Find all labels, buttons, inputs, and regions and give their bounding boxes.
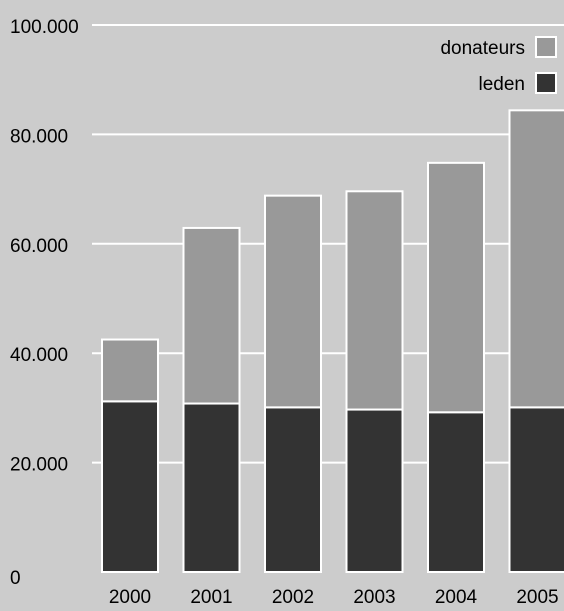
x-tick-label: 2003 xyxy=(353,587,395,606)
legend: donateurs leden xyxy=(440,37,556,95)
bar-leden-2000 xyxy=(102,401,158,572)
y-tick-label: 60.000 xyxy=(10,236,68,257)
x-tick-label: 2004 xyxy=(435,587,478,606)
y-tick-label: 0 xyxy=(10,568,21,589)
bar-donateurs-2004 xyxy=(428,163,484,412)
legend-label: donateurs xyxy=(440,38,525,59)
bar-leden-2003 xyxy=(347,410,403,572)
legend-swatch xyxy=(536,37,556,57)
x-axis-tick-labels: 2000 2001 2002 2003 2004 2005 xyxy=(109,587,559,606)
y-axis-tick-labels: 0 20.000 40.000 60.000 80.000 100.000 xyxy=(10,17,79,589)
bar-donateurs-2000 xyxy=(102,340,158,402)
bar-leden-2002 xyxy=(265,407,321,572)
legend-swatch xyxy=(536,73,556,93)
bar-leden-2005 xyxy=(510,407,564,572)
y-tick-label: 40.000 xyxy=(10,345,68,366)
bar-donateurs-2001 xyxy=(184,228,240,404)
legend-label: leden xyxy=(479,74,526,95)
y-tick-label: 80.000 xyxy=(10,126,68,147)
x-tick-label: 2001 xyxy=(190,587,232,606)
bar-donateurs-2003 xyxy=(347,191,403,409)
bar-donateurs-2005 xyxy=(510,110,564,407)
x-tick-label: 2000 xyxy=(109,587,151,606)
x-tick-label: 2005 xyxy=(516,587,558,606)
bar-leden-2004 xyxy=(428,412,484,572)
bar-donateurs-2002 xyxy=(265,196,321,408)
bar-leden-2001 xyxy=(184,404,240,572)
y-tick-label: 20.000 xyxy=(10,455,68,476)
x-tick-label: 2002 xyxy=(272,587,314,606)
bars xyxy=(102,110,564,572)
y-tick-label: 100.000 xyxy=(10,17,79,38)
